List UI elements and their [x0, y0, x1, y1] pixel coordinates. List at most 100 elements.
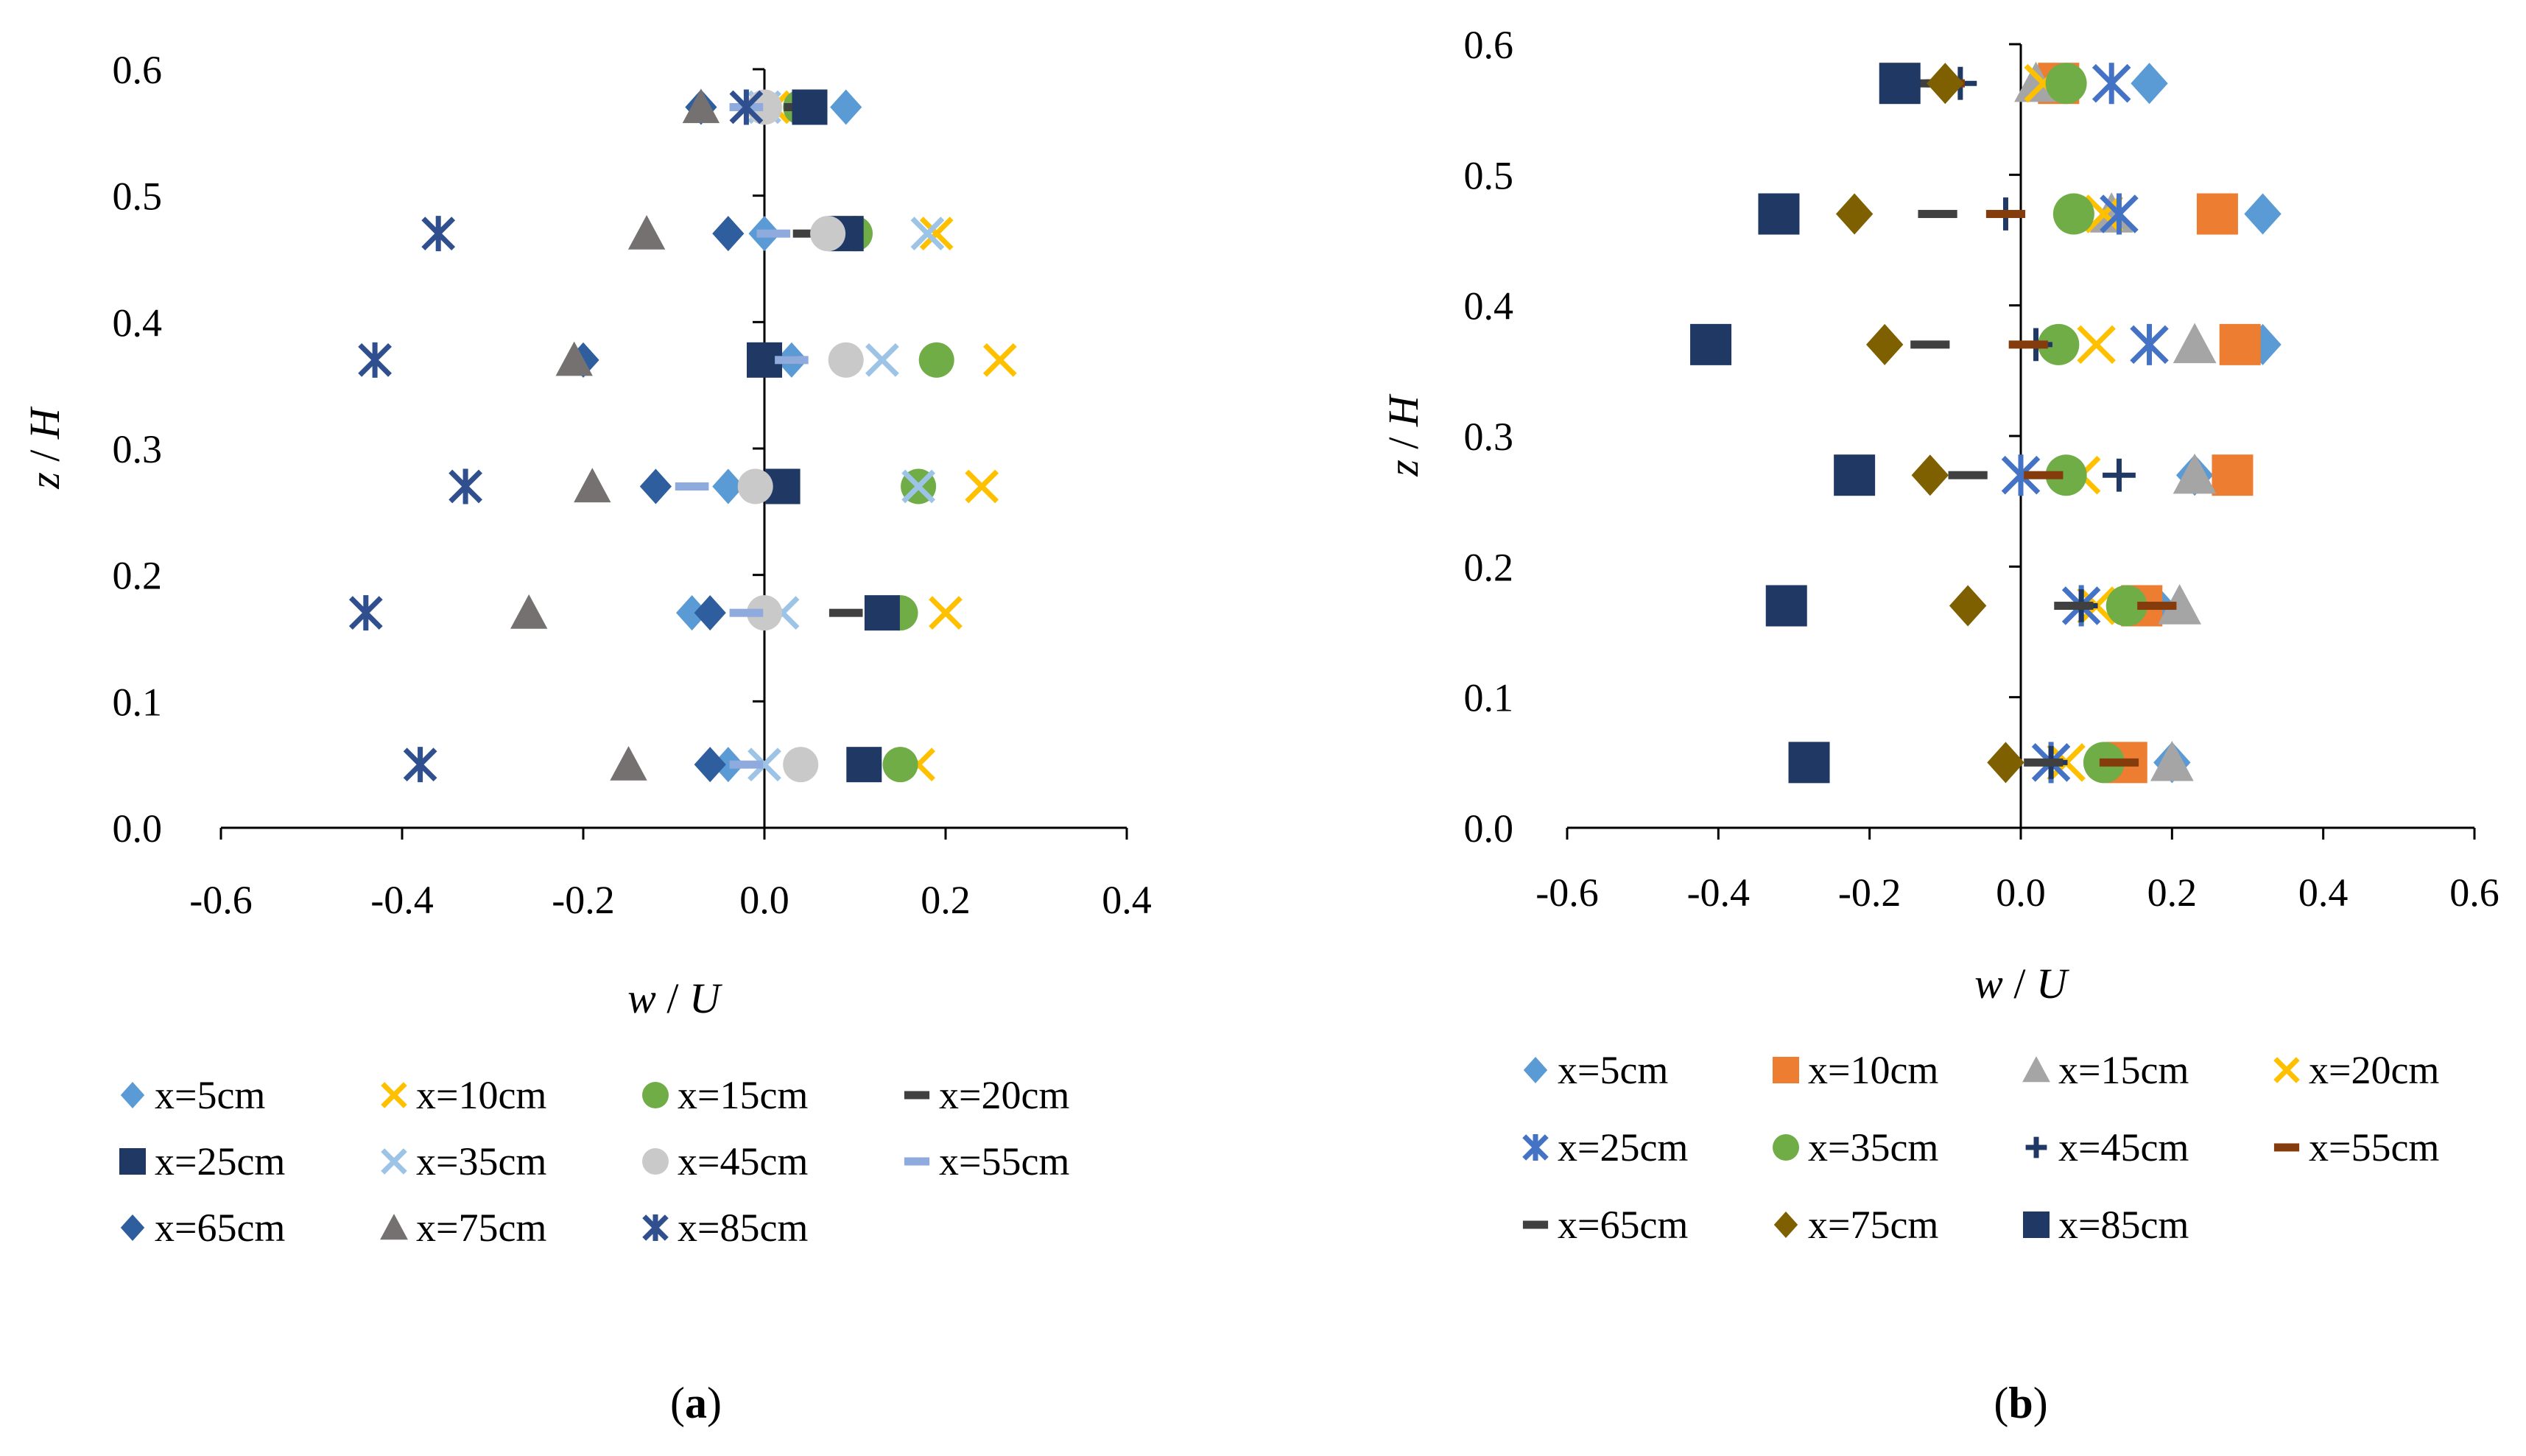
- legend-label: x=75cm: [1808, 1203, 1938, 1247]
- x-tick-label: 0.4: [2298, 871, 2349, 915]
- legend-marker: [1773, 1211, 1798, 1238]
- data-point: [694, 747, 726, 783]
- legend-marker: [120, 1214, 145, 1241]
- legend-item: x=75cm: [380, 1206, 546, 1250]
- data-point: [1879, 63, 1921, 105]
- series-x=55cm: [1925, 79, 2177, 767]
- legend-marker: [2273, 1143, 2300, 1152]
- legend-marker: [1773, 1057, 1799, 1083]
- series-x=5cm: [2131, 63, 2282, 784]
- data-point: [1765, 585, 1807, 627]
- x-tick-label: -0.6: [189, 878, 252, 922]
- data-point: [2091, 63, 2131, 105]
- legend-marker: [1522, 1220, 1549, 1229]
- data-point: [1910, 340, 1950, 349]
- legend-marker: [642, 1214, 669, 1241]
- data-point: [2212, 454, 2254, 496]
- legend-label: x=65cm: [155, 1206, 285, 1250]
- x-axis-label-den: U: [2036, 960, 2070, 1007]
- legend-marker: [2025, 1136, 2047, 1158]
- data-point: [2052, 193, 2094, 235]
- data-point: [1690, 323, 1732, 365]
- data-point: [747, 748, 781, 782]
- data-point: [574, 468, 611, 503]
- legend-marker: [380, 1214, 408, 1240]
- data-point: [2105, 585, 2147, 627]
- data-point: [712, 468, 745, 504]
- data-point: [830, 89, 862, 125]
- y-tick-label: 0.0: [113, 806, 163, 851]
- x-tick-label: 0.2: [2147, 871, 2198, 915]
- x-axis-label-den: U: [689, 974, 723, 1022]
- data-point: [694, 595, 726, 631]
- legend-marker: [642, 1082, 669, 1108]
- y-tick-label: 0.4: [1464, 284, 1514, 328]
- y-axis-label-slash: /: [1379, 426, 1427, 460]
- data-point: [2024, 471, 2064, 479]
- legend-item: x=65cm: [120, 1206, 285, 1250]
- legend-item: x=45cm: [2025, 1125, 2189, 1170]
- data-point: [901, 469, 935, 504]
- x-tick-label: -0.2: [1838, 871, 1901, 915]
- data-point: [982, 342, 1017, 377]
- data-point: [2219, 323, 2261, 365]
- series-x=20cm: [765, 103, 882, 769]
- data-point: [1948, 471, 1988, 479]
- data-point: [1911, 454, 1949, 496]
- legend-label: x=35cm: [416, 1139, 546, 1184]
- data-point: [864, 595, 900, 631]
- x-axis-label-slash: /: [656, 974, 689, 1022]
- y-tick-label: 0.6: [113, 48, 163, 92]
- data-point: [2244, 193, 2282, 235]
- data-point: [1788, 742, 1830, 784]
- data-point: [712, 747, 745, 783]
- data-point: [2150, 740, 2194, 781]
- legend-label: x=25cm: [1558, 1125, 1688, 1170]
- data-point: [965, 469, 999, 504]
- data-point: [403, 747, 437, 783]
- data-point: [1834, 454, 1876, 496]
- legend-item: x=25cm: [119, 1139, 285, 1184]
- legend-item: x=85cm: [2023, 1203, 2189, 1247]
- legend: x=5cm x=10cm x=15cm x=20cm x=25cm x=35cm x=45c…: [119, 1073, 1069, 1250]
- x-axis-label: w / U: [1974, 960, 2070, 1007]
- legend-label: x=85cm: [2058, 1203, 2189, 1247]
- data-point: [1985, 210, 2026, 219]
- data-point: [775, 356, 809, 365]
- x-tick-label: 0.0: [1996, 871, 2046, 915]
- legend-item: x=55cm: [2273, 1125, 2439, 1170]
- series-x=15cm: [783, 89, 954, 783]
- x-axis-label: w / U: [627, 974, 723, 1022]
- legend-marker: [1523, 1057, 1548, 1083]
- x-tick-label: 0.4: [1102, 878, 1152, 922]
- legend-item: x=65cm: [1522, 1203, 1688, 1247]
- legend-label: x=10cm: [416, 1073, 546, 1117]
- data-point: [2131, 63, 2168, 105]
- data-point: [2045, 63, 2087, 105]
- x-axis-label-var: w: [627, 974, 656, 1022]
- data-point: [2045, 454, 2087, 496]
- legend-marker: [381, 1148, 407, 1175]
- series-x=10cm: [756, 90, 1017, 782]
- legend-item: x=10cm: [1773, 1048, 1938, 1092]
- legend-label: x=65cm: [1558, 1203, 1688, 1247]
- legend-item: x=55cm: [904, 1139, 1069, 1184]
- legend-label: x=15cm: [2058, 1048, 2189, 1092]
- legend-label: x=15cm: [678, 1073, 808, 1117]
- data-point: [810, 216, 846, 252]
- y-tick-label: 0.1: [113, 680, 163, 724]
- y-tick-label: 0.2: [113, 554, 163, 598]
- legend-marker: [2023, 1211, 2050, 1238]
- data-point: [2038, 323, 2080, 365]
- data-point: [712, 216, 745, 252]
- data-point: [2173, 323, 2217, 364]
- legend-item: x=20cm: [904, 1073, 1069, 1117]
- data-point: [783, 747, 819, 783]
- data-point: [448, 468, 482, 504]
- data-point: [2130, 323, 2169, 365]
- data-point: [2158, 584, 2201, 625]
- y-tick-label: 0.0: [1464, 806, 1514, 851]
- series-x=10cm: [2038, 63, 2261, 784]
- data-point: [2014, 61, 2058, 102]
